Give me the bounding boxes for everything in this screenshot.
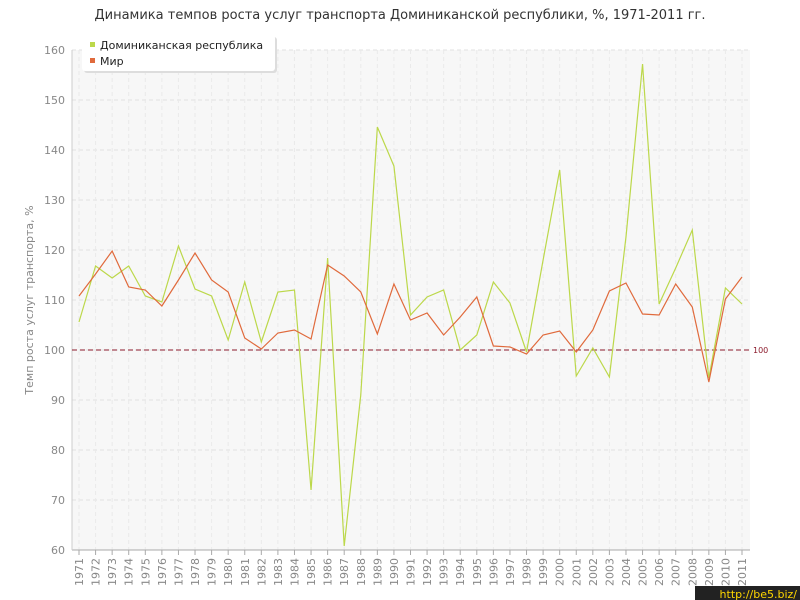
reference-label: 100 [753, 346, 768, 355]
x-tick-label: 1982 [255, 558, 268, 586]
x-tick-label: 1973 [106, 558, 119, 586]
watermark-bg [695, 586, 800, 600]
series-line [78, 63, 743, 547]
y-tick-label: 110 [44, 294, 65, 307]
x-tick-label: 1978 [189, 558, 202, 586]
x-tick-label: 1971 [73, 558, 86, 586]
y-tick-label: 70 [51, 494, 65, 507]
x-tick-label: 2006 [653, 558, 666, 586]
x-tick-label: 1975 [139, 558, 152, 586]
x-tick-label: 2011 [736, 558, 749, 586]
x-tick-label: 2010 [719, 558, 732, 586]
series-line [78, 249, 743, 383]
x-tick-label: 1977 [172, 558, 185, 586]
legend-swatch [90, 42, 95, 47]
x-tick-label: 1995 [471, 558, 484, 586]
legend-label: Мир [100, 55, 124, 68]
x-tick-label: 1984 [288, 558, 301, 586]
x-tick-label: 1997 [504, 558, 517, 586]
x-tick-label: 1979 [206, 558, 219, 586]
x-tick-label: 1999 [537, 558, 550, 586]
x-tick-label: 1981 [239, 558, 252, 586]
y-tick-label: 100 [44, 344, 65, 357]
y-tick-label: 90 [51, 394, 65, 407]
x-tick-label: 1991 [405, 558, 418, 586]
x-tick-label: 1983 [272, 558, 285, 586]
y-tick-label: 60 [51, 544, 65, 557]
x-tick-label: 1980 [222, 558, 235, 586]
x-tick-label: 1988 [355, 558, 368, 586]
x-tick-label: 1985 [305, 558, 318, 586]
x-tick-label: 2007 [670, 558, 683, 586]
legend-swatch [90, 58, 95, 63]
x-tick-label: 1990 [388, 558, 401, 586]
y-tick-label: 120 [44, 244, 65, 257]
legend-label: Доминиканская республика [100, 39, 263, 52]
y-tick-label: 130 [44, 194, 65, 207]
x-tick-label: 2004 [620, 558, 633, 586]
y-tick-label: 160 [44, 44, 65, 57]
y-tick-label: 80 [51, 444, 65, 457]
x-tick-label: 2003 [603, 558, 616, 586]
watermark: http://be5.biz/ [720, 588, 798, 600]
x-tick-label: 2005 [637, 558, 650, 586]
x-tick-label: 2000 [554, 558, 567, 586]
x-tick-label: 1992 [421, 558, 434, 586]
x-tick-label: 1993 [438, 558, 451, 586]
x-tick-label: 2001 [570, 558, 583, 586]
legend-box [82, 35, 275, 71]
x-tick-label: 1989 [371, 558, 384, 586]
x-tick-label: 1976 [156, 558, 169, 586]
x-tick-label: 2002 [587, 558, 600, 586]
x-tick-label: 1974 [123, 558, 136, 586]
y-tick-label: 150 [44, 94, 65, 107]
x-tick-label: 1998 [521, 558, 534, 586]
y-axis-label: Темп роста услуг транспорта, % [23, 205, 36, 395]
x-tick-label: 1986 [322, 558, 335, 586]
x-tick-label: 1994 [454, 558, 467, 586]
x-tick-label: 2009 [703, 558, 716, 586]
x-tick-label: 2008 [686, 558, 699, 586]
x-tick-label: 1996 [487, 558, 500, 586]
x-tick-label: 1987 [338, 558, 351, 586]
x-tick-label: 1972 [90, 558, 103, 586]
chart-title: Динамика темпов роста услуг транспорта Д… [94, 8, 705, 23]
y-tick-label: 140 [44, 144, 65, 157]
